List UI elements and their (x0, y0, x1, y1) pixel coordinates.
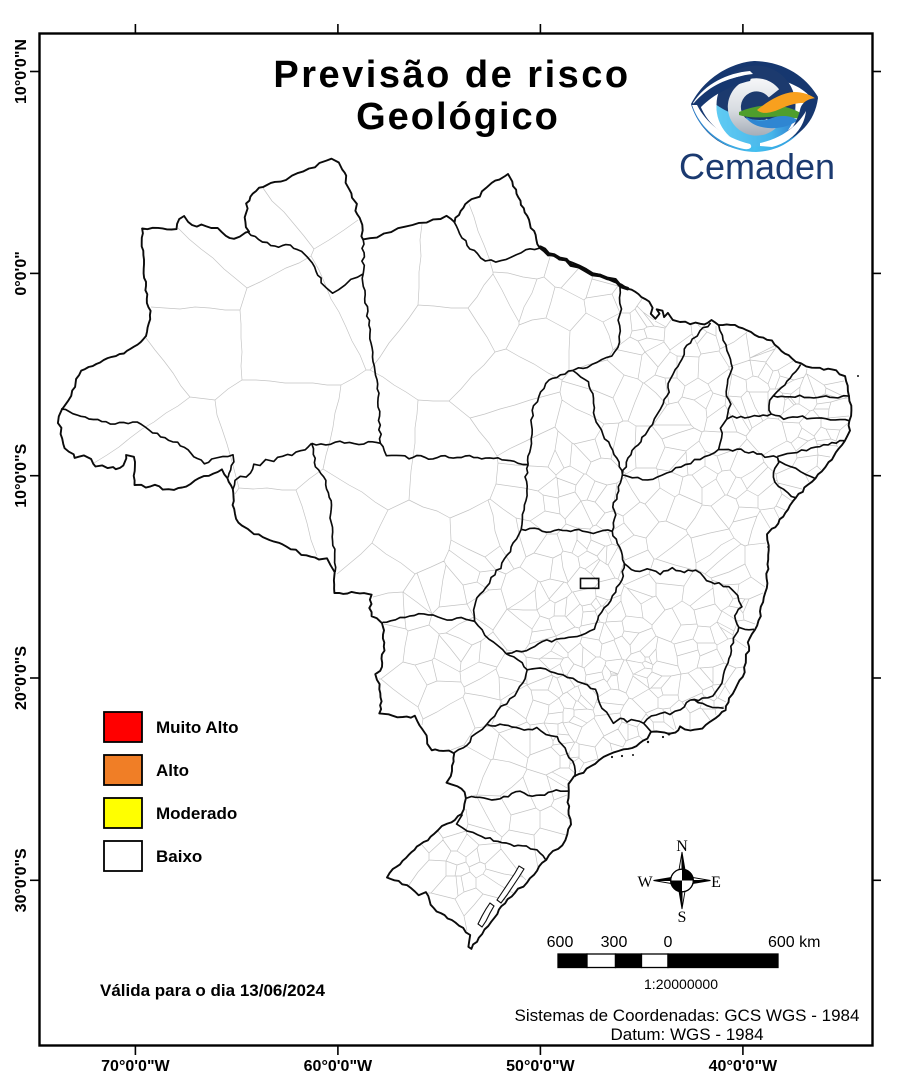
svg-text:20°0'0"S: 20°0'0"S (13, 646, 30, 710)
svg-text:1:20000000: 1:20000000 (644, 976, 718, 992)
svg-text:Baixo: Baixo (156, 847, 202, 866)
svg-text:40°0'0"W: 40°0'0"W (709, 1058, 778, 1075)
svg-text:Moderado: Moderado (156, 804, 237, 823)
svg-text:600: 600 (547, 934, 574, 951)
svg-text:50°0'0"W: 50°0'0"W (506, 1058, 575, 1075)
svg-text:70°0'0"W: 70°0'0"W (101, 1058, 170, 1075)
svg-text:Sistemas de Coordenadas: GCS W: Sistemas de Coordenadas: GCS WGS - 1984 (515, 1006, 860, 1025)
svg-text:0: 0 (664, 934, 673, 951)
svg-text:10°0'0"N: 10°0'0"N (13, 39, 30, 104)
svg-text:N: N (676, 838, 688, 855)
svg-text:W: W (637, 874, 653, 891)
svg-text:Previsão de risco: Previsão de risco (273, 54, 630, 96)
svg-text:Válida para o dia 13/06/2024: Válida para o dia 13/06/2024 (100, 981, 325, 1000)
svg-text:0°0'0": 0°0'0" (13, 251, 30, 295)
svg-text:Muito Alto: Muito Alto (156, 718, 238, 737)
svg-text:Datum: WGS - 1984: Datum: WGS - 1984 (610, 1025, 763, 1044)
svg-text:S: S (678, 909, 687, 926)
svg-text:300: 300 (601, 934, 628, 951)
svg-text:30°0'0"S: 30°0'0"S (13, 848, 30, 912)
svg-text:Cemaden: Cemaden (679, 146, 835, 187)
svg-text:Alto: Alto (156, 761, 189, 780)
svg-text:E: E (711, 874, 721, 891)
svg-text:10°0'0"S: 10°0'0"S (13, 443, 30, 507)
svg-text:Geológico: Geológico (356, 96, 560, 138)
svg-text:600 km: 600 km (768, 934, 820, 951)
svg-text:60°0'0"W: 60°0'0"W (304, 1058, 373, 1075)
